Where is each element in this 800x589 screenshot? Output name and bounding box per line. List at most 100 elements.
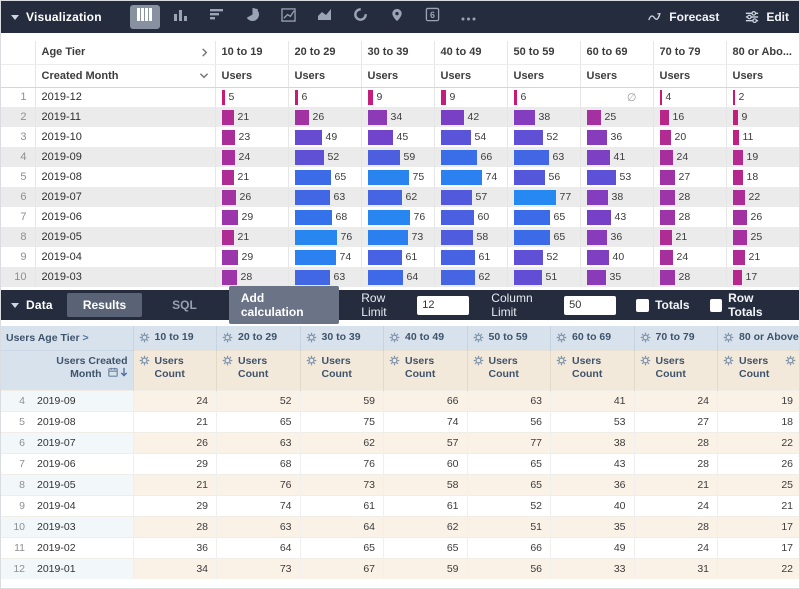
viz-type-line-chart[interactable] bbox=[274, 5, 304, 29]
count-cell[interactable]: 24 bbox=[633, 494, 718, 516]
bar-cell[interactable]: 59 bbox=[360, 147, 434, 167]
measure-gear-icon[interactable] bbox=[785, 355, 796, 366]
count-cell[interactable]: 68 bbox=[216, 452, 300, 474]
bar-cell[interactable]: 17 bbox=[725, 267, 799, 287]
count-cell[interactable]: 28 bbox=[633, 452, 718, 474]
bar-cell[interactable]: 76 bbox=[360, 207, 434, 227]
bar-cell[interactable]: 4 bbox=[652, 87, 726, 107]
count-cell[interactable]: 64 bbox=[299, 515, 384, 537]
bar-cell[interactable]: 63 bbox=[287, 187, 361, 207]
measure-header[interactable]: Users bbox=[725, 64, 799, 88]
bar-cell[interactable]: 52 bbox=[506, 247, 580, 267]
bar-cell[interactable]: 9 bbox=[725, 107, 799, 127]
visualization-panel-toggle[interactable]: Visualization bbox=[11, 10, 102, 24]
bar-cell[interactable]: ∅ bbox=[579, 87, 653, 107]
viz-type-more-options[interactable] bbox=[454, 5, 484, 29]
chevron-right-icon[interactable] bbox=[200, 48, 209, 57]
count-cell[interactable]: 24 bbox=[633, 536, 718, 558]
count-cell[interactable]: 61 bbox=[299, 494, 384, 516]
bar-cell[interactable]: 29 bbox=[214, 247, 288, 267]
bar-cell[interactable]: 21 bbox=[725, 247, 799, 267]
measure-column-label[interactable]: Users Count bbox=[154, 354, 185, 380]
count-cell[interactable]: 52 bbox=[216, 389, 300, 411]
month-cell[interactable]: 2019-06 bbox=[34, 207, 215, 227]
count-cell[interactable]: 43 bbox=[550, 452, 634, 474]
tab-results[interactable]: Results bbox=[66, 293, 143, 317]
count-cell[interactable]: 38 bbox=[550, 431, 634, 453]
column-gear-icon[interactable] bbox=[640, 332, 651, 343]
count-cell[interactable]: 21 bbox=[132, 473, 217, 495]
count-cell[interactable]: 65 bbox=[383, 536, 467, 558]
bar-cell[interactable]: 23 bbox=[214, 127, 288, 147]
count-cell[interactable]: 40 bbox=[550, 494, 634, 516]
bar-cell[interactable]: 74 bbox=[287, 247, 361, 267]
bar-cell[interactable]: 52 bbox=[287, 147, 361, 167]
bar-cell[interactable]: 21 bbox=[652, 227, 726, 247]
bar-cell[interactable]: 51 bbox=[506, 267, 580, 287]
bar-cell[interactable]: 20 bbox=[652, 127, 726, 147]
bar-cell[interactable]: 24 bbox=[652, 247, 726, 267]
pivot-column-label[interactable]: 20 to 29 bbox=[238, 331, 278, 344]
measure-column-label[interactable]: Users Count bbox=[238, 354, 269, 380]
count-cell[interactable]: 25 bbox=[717, 473, 799, 495]
bar-cell[interactable]: 28 bbox=[652, 207, 726, 227]
count-cell[interactable]: 35 bbox=[550, 515, 634, 537]
bar-cell[interactable]: 25 bbox=[579, 107, 653, 127]
count-cell[interactable]: 21 bbox=[633, 473, 718, 495]
measure-header[interactable]: Users bbox=[506, 64, 580, 88]
bar-cell[interactable]: 21 bbox=[214, 107, 288, 127]
pivot-field-label[interactable]: Age Tier bbox=[41, 46, 86, 59]
bar-cell[interactable]: 76 bbox=[287, 227, 361, 247]
count-cell[interactable]: 65 bbox=[466, 473, 551, 495]
bar-cell[interactable]: 11 bbox=[725, 127, 799, 147]
count-cell[interactable]: 76 bbox=[216, 473, 300, 495]
bar-cell[interactable]: 25 bbox=[725, 227, 799, 247]
measure-column-label[interactable]: Users Count bbox=[488, 354, 519, 380]
count-cell[interactable]: 56 bbox=[466, 410, 551, 432]
pivot-value-header[interactable]: 20 to 29 bbox=[287, 41, 361, 65]
count-cell[interactable]: 26 bbox=[132, 431, 217, 453]
bar-cell[interactable]: 22 bbox=[725, 187, 799, 207]
month-cell[interactable]: 2019-08 bbox=[29, 410, 133, 432]
count-cell[interactable]: 62 bbox=[383, 515, 467, 537]
pivot-value-header[interactable]: 80 or Abo... bbox=[725, 41, 799, 65]
month-cell[interactable]: 2019-09 bbox=[34, 147, 215, 167]
pivot-column-label[interactable]: 10 to 19 bbox=[154, 331, 194, 344]
count-cell[interactable]: 65 bbox=[466, 452, 551, 474]
month-cell[interactable]: 2019-10 bbox=[34, 127, 215, 147]
row-limit-input[interactable] bbox=[417, 295, 470, 315]
viz-type-pie-chart[interactable] bbox=[238, 5, 268, 29]
bar-cell[interactable]: 36 bbox=[579, 227, 653, 247]
month-cell[interactable]: 2019-04 bbox=[34, 247, 215, 267]
pivot-value-header[interactable]: 70 to 79 bbox=[652, 41, 726, 65]
bar-cell[interactable]: 43 bbox=[579, 207, 653, 227]
month-cell[interactable]: 2019-03 bbox=[29, 515, 133, 537]
bar-cell[interactable]: 56 bbox=[506, 167, 580, 187]
bar-cell[interactable]: 5 bbox=[214, 87, 288, 107]
count-cell[interactable]: 36 bbox=[132, 536, 217, 558]
count-cell[interactable]: 73 bbox=[216, 557, 300, 579]
bar-cell[interactable]: 53 bbox=[579, 167, 653, 187]
bar-cell[interactable]: 29 bbox=[214, 207, 288, 227]
count-cell[interactable]: 75 bbox=[299, 410, 384, 432]
column-gear-icon[interactable] bbox=[473, 332, 484, 343]
data-panel-toggle[interactable]: Data bbox=[11, 298, 53, 312]
measure-column-label[interactable]: Users Count bbox=[572, 354, 603, 380]
count-cell[interactable]: 52 bbox=[466, 494, 551, 516]
measure-gear-icon[interactable] bbox=[306, 355, 317, 366]
bar-cell[interactable]: 21 bbox=[214, 167, 288, 187]
count-cell[interactable]: 56 bbox=[466, 557, 551, 579]
measure-column-label[interactable]: Users Count bbox=[321, 354, 352, 380]
bar-cell[interactable]: 2 bbox=[725, 87, 799, 107]
count-cell[interactable]: 57 bbox=[383, 431, 467, 453]
count-cell[interactable]: 24 bbox=[633, 389, 718, 411]
bar-cell[interactable]: 18 bbox=[725, 167, 799, 187]
pivot-column-label[interactable]: 50 to 59 bbox=[488, 331, 528, 344]
bar-cell[interactable]: 49 bbox=[287, 127, 361, 147]
bar-cell[interactable]: 41 bbox=[579, 147, 653, 167]
count-cell[interactable]: 65 bbox=[216, 410, 300, 432]
bar-cell[interactable]: 65 bbox=[506, 227, 580, 247]
pivot-column-label[interactable]: 30 to 39 bbox=[321, 331, 361, 344]
count-cell[interactable]: 65 bbox=[299, 536, 384, 558]
bar-cell[interactable]: 26 bbox=[725, 207, 799, 227]
